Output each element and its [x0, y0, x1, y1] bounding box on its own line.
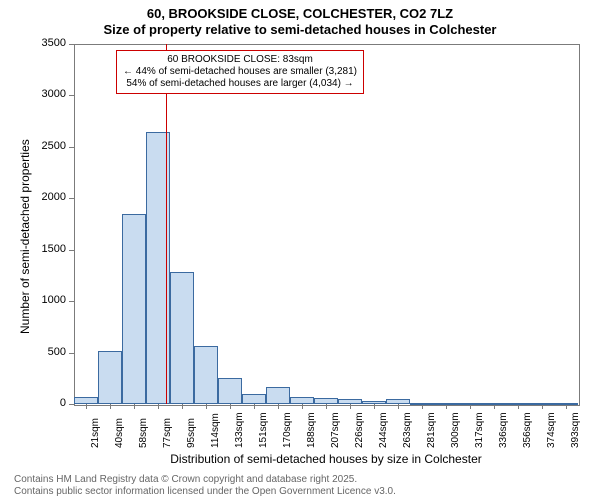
x-tick-label: 281sqm — [426, 412, 437, 448]
histogram-bar — [218, 378, 242, 404]
y-tick-mark — [69, 353, 74, 354]
y-axis-label: Number of semi-detached properties — [18, 139, 32, 334]
chart-title-line2: Size of property relative to semi-detach… — [0, 22, 600, 37]
histogram-bar — [506, 403, 530, 405]
credits-line1: Contains HM Land Registry data © Crown c… — [14, 474, 357, 486]
histogram-bar — [266, 387, 290, 404]
x-tick-mark — [206, 404, 207, 409]
y-tick-mark — [69, 250, 74, 251]
chart-title-line1: 60, BROOKSIDE CLOSE, COLCHESTER, CO2 7LZ — [0, 6, 600, 21]
histogram-bar — [554, 403, 578, 405]
y-tick-mark — [69, 95, 74, 96]
y-tick-label: 3000 — [34, 88, 66, 100]
y-tick-mark — [69, 301, 74, 302]
histogram-bar — [386, 399, 410, 404]
histogram-bar — [458, 403, 482, 405]
histogram-bar — [242, 394, 266, 404]
y-tick-label: 500 — [34, 346, 66, 358]
histogram-bar — [122, 214, 146, 404]
y-tick-mark — [69, 44, 74, 45]
x-tick-mark — [182, 404, 183, 409]
x-tick-mark — [326, 404, 327, 409]
callout-line3: 54% of semi-detached houses are larger (… — [123, 78, 357, 90]
x-tick-label: 95sqm — [186, 418, 197, 448]
callout-box: 60 BROOKSIDE CLOSE: 83sqm ← 44% of semi-… — [116, 50, 364, 94]
y-tick-label: 2500 — [34, 140, 66, 152]
x-tick-label: 263sqm — [402, 412, 413, 448]
x-tick-label: 40sqm — [114, 418, 125, 448]
histogram-bar — [314, 398, 338, 404]
x-tick-label: 170sqm — [282, 412, 293, 448]
histogram-bar — [362, 401, 386, 404]
y-tick-label: 2000 — [34, 191, 66, 203]
x-tick-label: 336sqm — [498, 412, 509, 448]
x-tick-label: 226sqm — [354, 412, 365, 448]
x-tick-mark — [86, 404, 87, 409]
x-tick-mark — [278, 404, 279, 409]
x-tick-label: 244sqm — [378, 412, 389, 448]
histogram-bar — [338, 399, 362, 404]
y-tick-mark — [69, 198, 74, 199]
x-tick-label: 300sqm — [450, 412, 461, 448]
x-tick-mark — [302, 404, 303, 409]
credits-line2: Contains public sector information licen… — [14, 486, 396, 498]
y-tick-label: 1000 — [34, 294, 66, 306]
x-tick-label: 393sqm — [570, 412, 581, 448]
x-tick-label: 21sqm — [90, 418, 101, 448]
x-tick-mark — [254, 404, 255, 409]
x-tick-label: 151sqm — [258, 412, 269, 448]
reference-line — [166, 44, 167, 404]
histogram-bar — [74, 397, 98, 404]
x-tick-mark — [350, 404, 351, 409]
y-tick-mark — [69, 147, 74, 148]
x-tick-label: 133sqm — [234, 412, 245, 448]
x-tick-mark — [158, 404, 159, 409]
x-tick-mark — [398, 404, 399, 409]
y-tick-mark — [69, 404, 74, 405]
y-tick-label: 1500 — [34, 243, 66, 255]
histogram-bar — [290, 397, 314, 404]
x-tick-mark — [230, 404, 231, 409]
chart-container: 60, BROOKSIDE CLOSE, COLCHESTER, CO2 7LZ… — [0, 0, 600, 500]
histogram-bar — [98, 351, 122, 404]
callout-line2: ← 44% of semi-detached houses are smalle… — [123, 66, 357, 78]
x-tick-mark — [134, 404, 135, 409]
callout-line1: 60 BROOKSIDE CLOSE: 83sqm — [123, 54, 357, 66]
histogram-bar — [194, 346, 218, 404]
x-tick-label: 58sqm — [138, 418, 149, 448]
histogram-bar — [530, 403, 554, 405]
histogram-bar — [410, 403, 434, 405]
x-tick-label: 77sqm — [162, 418, 173, 448]
x-tick-mark — [110, 404, 111, 409]
histogram-bar — [482, 403, 506, 405]
x-tick-label: 356sqm — [522, 412, 533, 448]
x-tick-label: 188sqm — [306, 412, 317, 448]
x-tick-label: 114sqm — [210, 413, 221, 448]
y-tick-label: 3500 — [34, 37, 66, 49]
y-tick-label: 0 — [34, 397, 66, 409]
x-tick-mark — [374, 404, 375, 409]
histogram-bar — [170, 272, 194, 404]
x-tick-label: 207sqm — [330, 412, 341, 448]
x-axis-label: Distribution of semi-detached houses by … — [74, 452, 578, 466]
x-tick-label: 374sqm — [546, 412, 557, 448]
x-tick-label: 317sqm — [474, 412, 485, 448]
histogram-bar — [434, 403, 458, 405]
